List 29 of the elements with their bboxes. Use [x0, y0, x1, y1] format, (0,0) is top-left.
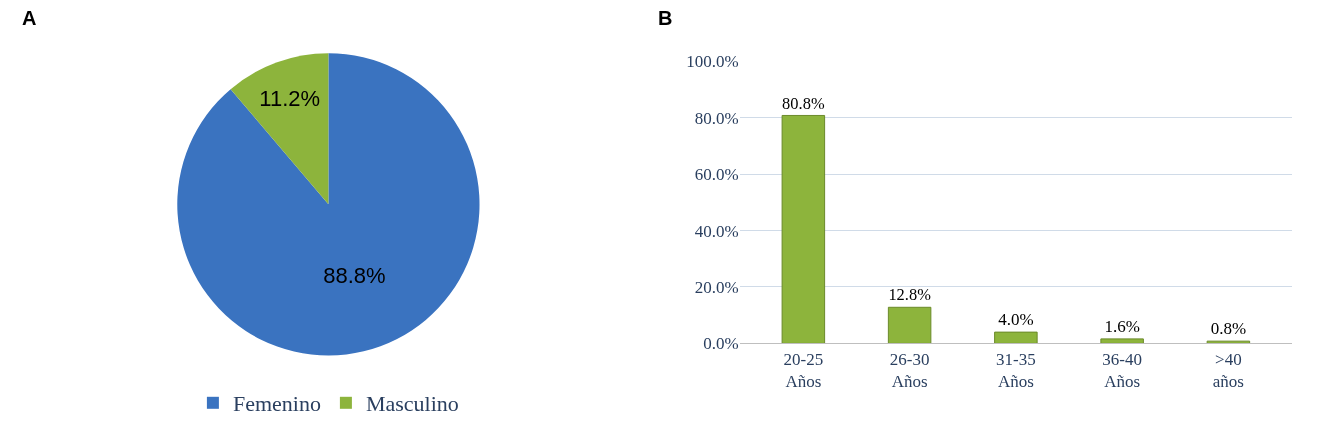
y-tick-label: 100.0% — [686, 52, 739, 72]
x-tick-label: 36-40 Años — [1102, 349, 1142, 391]
legend-label: Femenino — [232, 391, 321, 417]
bar — [781, 114, 826, 344]
y-tick-label: 0.0% — [703, 334, 739, 354]
x-tick-label: 26-30 Años — [889, 349, 930, 391]
bar — [1206, 340, 1251, 344]
x-tick-label: 31-35 Años — [996, 349, 1036, 391]
y-tick-label: 40.0% — [694, 221, 739, 241]
x-tick-label: >40 años — [1212, 349, 1244, 391]
data-label: 12.8% — [888, 285, 932, 305]
data-label: 11.2% — [259, 86, 321, 112]
pie-slice — [177, 53, 480, 356]
pie-slice — [230, 53, 329, 205]
data-label: 80.8% — [782, 93, 825, 113]
bar — [994, 331, 1038, 344]
bar — [887, 306, 932, 344]
data-label: 4.0% — [998, 310, 1034, 330]
bar — [1100, 338, 1144, 344]
x-tick-label: 20-25 Años — [783, 349, 824, 391]
data-label: 88.8% — [323, 262, 386, 288]
y-tick-label: 80.0% — [694, 108, 739, 128]
y-tick-label: 60.0% — [694, 165, 739, 185]
legend-label: Masculino — [365, 391, 459, 417]
chart-title: B — [658, 7, 673, 29]
data-label: 0.8% — [1210, 319, 1247, 339]
chart-title: A — [22, 7, 37, 29]
y-tick-label: 20.0% — [694, 277, 739, 297]
data-label: 1.6% — [1104, 316, 1140, 336]
